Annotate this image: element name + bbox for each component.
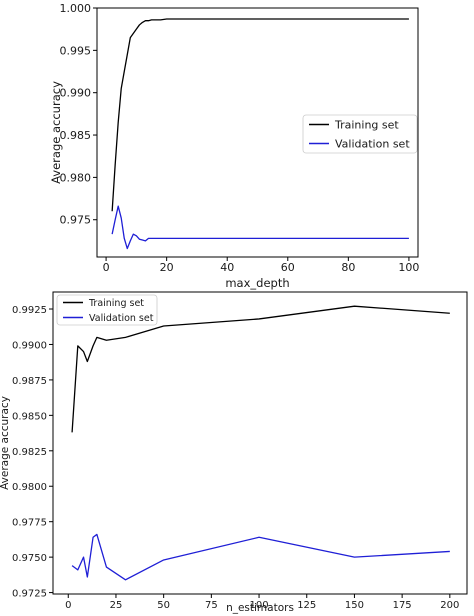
x-tick-label: 0 (103, 261, 110, 274)
plot-frame (96, 7, 419, 258)
x-tick-label: 200 (440, 600, 459, 611)
y-tick-label: 0.9900 (12, 340, 47, 351)
y-tick-label: 0.9800 (12, 482, 47, 493)
chart-panel-2: 0 25 50 75 100 125 150 175 200 0.9725 0.9750 0.9775… (0, 291, 468, 614)
legend-label: Training set (88, 298, 144, 309)
x-tick-label: 150 (345, 600, 364, 611)
y-tick-label: 0.9850 (12, 411, 47, 422)
legend-label: Validation set (89, 313, 154, 324)
y-tick-label: 0.9925 (12, 305, 47, 316)
series-line-validation-set (111, 205, 409, 250)
y-tick-label: 0.990 (60, 87, 92, 100)
series-line-training-set (111, 18, 409, 212)
plot-frame (52, 291, 468, 595)
series-line-training-set (71, 305, 450, 433)
x-tick-label: 60 (281, 261, 295, 274)
x-axis-label: max_depth (225, 276, 289, 290)
y-tick-label: 0.9775 (12, 518, 47, 529)
x-tick-label: 80 (341, 261, 355, 274)
legend: Training set Validation set (56, 294, 158, 326)
legend: Training set Validation set (302, 114, 418, 154)
y-tick-label: 0.995 (60, 44, 92, 57)
y-tick-label: 0.9825 (12, 447, 47, 458)
x-tick-label: 50 (157, 600, 170, 611)
series-line-validation-set (71, 533, 450, 581)
y-axis-label: Average accuracy (0, 396, 11, 490)
x-tick-label: 0 (65, 600, 71, 611)
y-tick-label: 0.985 (60, 129, 92, 142)
x-tick-label: 20 (160, 261, 174, 274)
y-tick-label: 0.9750 (12, 553, 47, 564)
x-axis-label: n_estimators (226, 602, 294, 614)
x-tick-label: 75 (205, 600, 218, 611)
x-tick-label: 100 (398, 261, 419, 274)
legend-label: Validation set (335, 137, 410, 150)
x-tick-label: 125 (297, 600, 316, 611)
y-tick-label: 0.9725 (12, 589, 47, 600)
x-tick-label: 100 (249, 600, 268, 611)
x-tick-label: 25 (110, 600, 123, 611)
chart-panel-1: 0 20 40 60 80 100 0.975 0.980 0.985 0.990 0.995 1.0… (49, 2, 419, 290)
x-tick-label: 175 (393, 600, 412, 611)
legend-label: Training set (334, 118, 399, 131)
x-tick-label: 40 (220, 261, 234, 274)
y-axis-label: Average accuracy (49, 81, 63, 184)
y-tick-label: 0.9875 (12, 376, 47, 387)
y-tick-label: 0.975 (60, 214, 92, 227)
y-tick-label: 1.000 (60, 2, 92, 15)
legend-box (302, 114, 418, 154)
y-tick-label: 0.980 (60, 171, 92, 184)
